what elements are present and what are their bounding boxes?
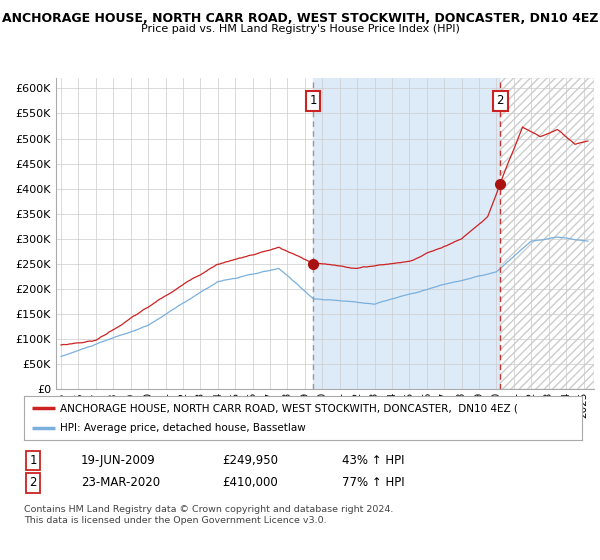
Text: 19-JUN-2009: 19-JUN-2009 bbox=[81, 454, 156, 467]
Text: 43% ↑ HPI: 43% ↑ HPI bbox=[342, 454, 404, 467]
Bar bbox=[500, 78, 594, 389]
Text: 1: 1 bbox=[310, 95, 317, 108]
Text: ANCHORAGE HOUSE, NORTH CARR ROAD, WEST STOCKWITH, DONCASTER,  DN10 4EZ (: ANCHORAGE HOUSE, NORTH CARR ROAD, WEST S… bbox=[60, 403, 518, 413]
Text: 23-MAR-2020: 23-MAR-2020 bbox=[81, 476, 160, 489]
Text: 2: 2 bbox=[497, 95, 504, 108]
Text: 1: 1 bbox=[29, 454, 37, 467]
Text: £249,950: £249,950 bbox=[222, 454, 278, 467]
Text: Contains HM Land Registry data © Crown copyright and database right 2024.
This d: Contains HM Land Registry data © Crown c… bbox=[24, 505, 394, 525]
Text: £410,000: £410,000 bbox=[222, 476, 278, 489]
Text: HPI: Average price, detached house, Bassetlaw: HPI: Average price, detached house, Bass… bbox=[60, 423, 306, 433]
Bar bbox=[313, 78, 500, 389]
Text: 77% ↑ HPI: 77% ↑ HPI bbox=[342, 476, 404, 489]
Text: Price paid vs. HM Land Registry's House Price Index (HPI): Price paid vs. HM Land Registry's House … bbox=[140, 24, 460, 34]
Text: 2: 2 bbox=[29, 476, 37, 489]
Text: ANCHORAGE HOUSE, NORTH CARR ROAD, WEST STOCKWITH, DONCASTER, DN10 4EZ: ANCHORAGE HOUSE, NORTH CARR ROAD, WEST S… bbox=[2, 12, 598, 25]
